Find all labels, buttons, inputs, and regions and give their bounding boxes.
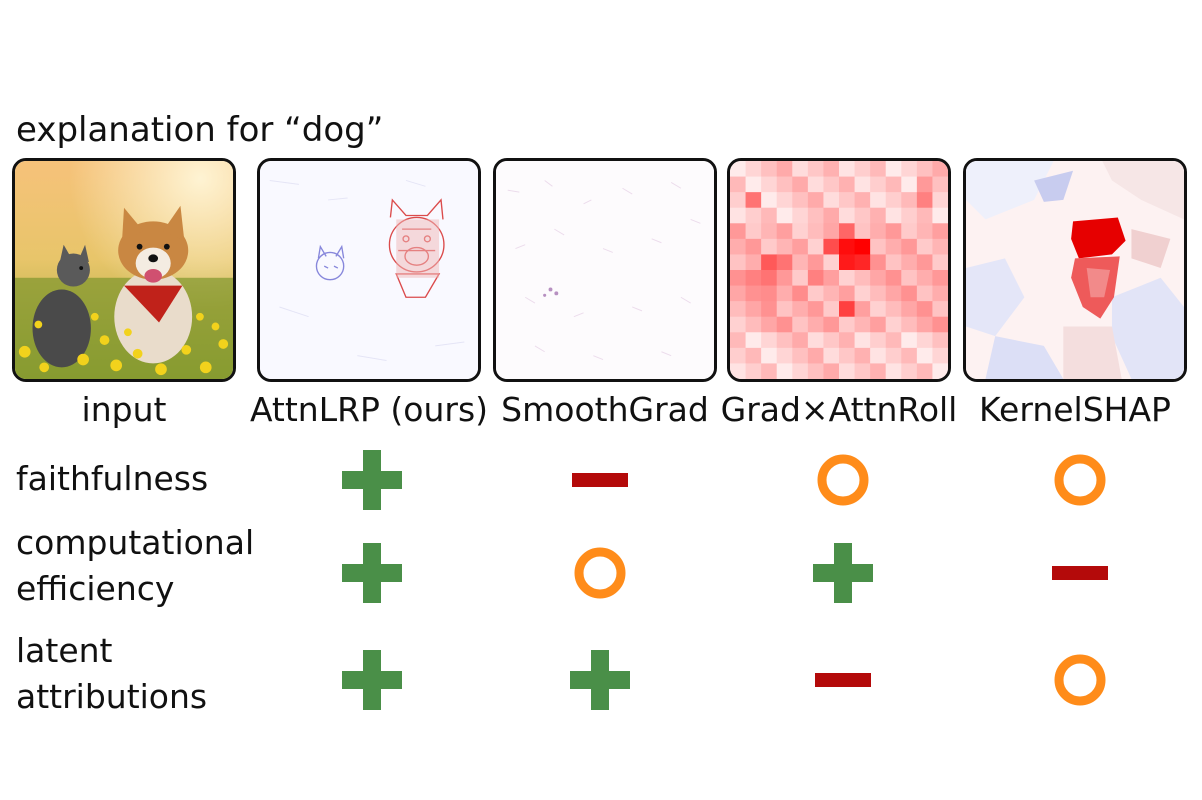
minus-rating-icon bbox=[1045, 538, 1115, 608]
circle-rating-icon bbox=[565, 538, 635, 608]
column-label-smoothgrad: SmoothGrad bbox=[501, 390, 709, 429]
figure-heading: explanation for “dog” bbox=[16, 110, 384, 150]
circle-rating-icon bbox=[808, 445, 878, 515]
input-photo bbox=[15, 161, 233, 379]
circle-rating-icon bbox=[1045, 445, 1115, 515]
smoothgrad-heatmap-panel bbox=[493, 158, 717, 382]
criterion-line: computational bbox=[16, 523, 255, 562]
criterion-latent-attributions: latent attributions bbox=[16, 628, 207, 720]
attnlrp-heatmap-panel bbox=[257, 158, 481, 382]
column-label-gradattnroll: Grad×AttnRoll bbox=[720, 390, 958, 429]
column-label-attnlrp: AttnLRP (ours) bbox=[249, 390, 489, 429]
attnlrp-heatmap bbox=[260, 161, 478, 379]
plus-rating-icon bbox=[337, 538, 407, 608]
plus-rating-icon bbox=[337, 445, 407, 515]
criterion-line: attributions bbox=[16, 677, 208, 716]
criterion-line: latent bbox=[16, 631, 113, 670]
kernelshap-heatmap bbox=[966, 161, 1184, 379]
criterion-faithfulness: faithfulness bbox=[16, 456, 208, 502]
plus-rating-icon bbox=[808, 538, 878, 608]
criterion-computational-efficiency: computational efficiency bbox=[16, 520, 254, 612]
minus-rating-icon bbox=[565, 445, 635, 515]
smoothgrad-heatmap bbox=[496, 161, 714, 379]
input-image-panel bbox=[12, 158, 236, 382]
gradattnroll-heatmap-panel bbox=[727, 158, 951, 382]
gradattnroll-heatmap bbox=[730, 161, 948, 379]
plus-rating-icon bbox=[565, 645, 635, 715]
criterion-line: faithfulness bbox=[16, 459, 209, 498]
minus-rating-icon bbox=[808, 645, 878, 715]
plus-rating-icon bbox=[337, 645, 407, 715]
kernelshap-heatmap-panel bbox=[963, 158, 1187, 382]
column-label-input: input bbox=[81, 390, 167, 429]
criterion-line: efficiency bbox=[16, 569, 175, 608]
column-label-kernelshap: KernelSHAP bbox=[979, 390, 1171, 429]
circle-rating-icon bbox=[1045, 645, 1115, 715]
